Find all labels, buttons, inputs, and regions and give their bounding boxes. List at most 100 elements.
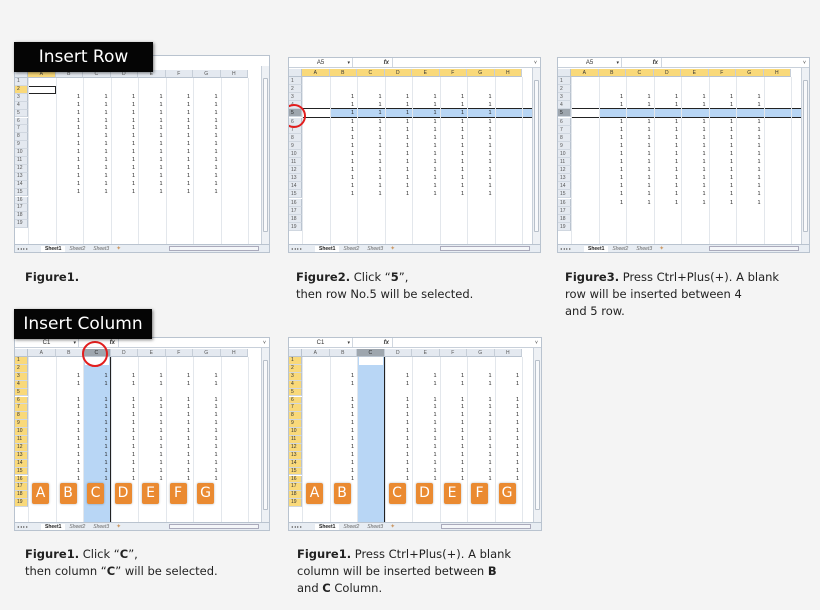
row-header-7[interactable]: 7 xyxy=(558,125,571,134)
tab-sheet2[interactable]: Sheet2 xyxy=(343,245,360,252)
cell[interactable]: 1 xyxy=(350,118,354,125)
cell[interactable]: 1 xyxy=(488,412,492,419)
cell[interactable]: 1 xyxy=(433,443,437,450)
cell[interactable]: 1 xyxy=(647,199,651,206)
cell[interactable]: 1 xyxy=(350,102,354,109)
cell[interactable]: 1 xyxy=(460,167,464,174)
cell[interactable]: 1 xyxy=(131,164,135,171)
cell[interactable]: 1 xyxy=(76,436,80,442)
row-header-14[interactable]: 14 xyxy=(289,459,302,468)
cell[interactable]: 1 xyxy=(76,133,80,140)
column-header-f[interactable]: F xyxy=(165,70,193,78)
cell[interactable]: 1 xyxy=(729,175,733,182)
vertical-scrollbar[interactable] xyxy=(532,68,540,244)
cell[interactable]: 1 xyxy=(186,180,190,187)
fx-icon[interactable]: fx xyxy=(353,58,393,67)
cell[interactable]: 1 xyxy=(460,183,464,190)
cell[interactable]: 1 xyxy=(460,150,464,157)
row-header-7[interactable]: 7 xyxy=(15,125,28,134)
cell[interactable]: 1 xyxy=(757,175,761,182)
cell[interactable]: 1 xyxy=(405,459,409,466)
cell[interactable]: 1 xyxy=(488,451,492,458)
cell[interactable]: 1 xyxy=(186,380,190,387)
cell[interactable]: 1 xyxy=(186,404,190,411)
cell[interactable]: 1 xyxy=(515,436,519,442)
cell[interactable]: 1 xyxy=(186,109,190,116)
cell[interactable]: 1 xyxy=(460,396,464,403)
row-header-14[interactable]: 14 xyxy=(15,180,28,189)
column-header-e[interactable]: E xyxy=(138,70,166,78)
row-header-19[interactable]: 19 xyxy=(289,222,302,231)
cell[interactable]: 1 xyxy=(214,164,218,171)
row-header-18[interactable]: 18 xyxy=(15,491,28,500)
horizontal-scrollbar[interactable] xyxy=(169,524,259,529)
column-header-a[interactable]: A xyxy=(571,69,599,77)
column-header-e[interactable]: E xyxy=(138,349,166,357)
cell[interactable]: 1 xyxy=(131,117,135,124)
cell[interactable]: 1 xyxy=(76,443,80,450)
fx-icon[interactable]: fx xyxy=(79,338,119,347)
row-header-3[interactable]: 3 xyxy=(289,372,302,381)
sheet-nav-arrows-icon[interactable]: ◂◂▸▸ xyxy=(291,246,304,251)
cell[interactable]: 1 xyxy=(433,420,437,427)
column-header-a[interactable]: A xyxy=(302,69,330,77)
row-header-12[interactable]: 12 xyxy=(15,164,28,173)
scrollbar-thumb[interactable] xyxy=(535,360,540,510)
row-header-8[interactable]: 8 xyxy=(558,133,571,142)
column-header-d[interactable]: D xyxy=(384,349,412,357)
cell[interactable]: 1 xyxy=(702,142,706,149)
cell[interactable]: 1 xyxy=(76,93,80,100)
column-header-a[interactable]: A xyxy=(28,349,56,357)
cell[interactable]: 1 xyxy=(214,133,218,140)
cell[interactable]: 1 xyxy=(433,380,437,387)
cell[interactable]: 1 xyxy=(214,172,218,179)
cell[interactable]: 1 xyxy=(214,404,218,411)
expand-formula-icon[interactable]: ˅ xyxy=(803,59,806,66)
cell[interactable]: 1 xyxy=(729,118,733,125)
row-header-13[interactable]: 13 xyxy=(289,174,302,183)
cell[interactable]: 1 xyxy=(378,142,382,149)
cell[interactable]: 1 xyxy=(186,117,190,124)
sheet-nav-arrows-icon[interactable]: ◂◂▸▸ xyxy=(17,246,30,251)
row-header-19[interactable]: 19 xyxy=(558,222,571,231)
cell[interactable]: 1 xyxy=(131,459,135,466)
cell[interactable]: 1 xyxy=(159,133,163,140)
cell[interactable]: 1 xyxy=(405,183,409,190)
cell[interactable]: 1 xyxy=(729,126,733,133)
cell[interactable]: 1 xyxy=(488,126,492,133)
row-header-18[interactable]: 18 xyxy=(558,214,571,223)
row-header-3[interactable]: 3 xyxy=(289,93,302,102)
tab-sheet1[interactable]: Sheet1 xyxy=(41,523,66,530)
cell[interactable]: 1 xyxy=(104,396,108,403)
cell[interactable]: 1 xyxy=(433,94,437,101)
row-header-18[interactable]: 18 xyxy=(289,214,302,223)
cell[interactable]: 1 xyxy=(159,164,163,171)
cell[interactable]: 1 xyxy=(76,372,80,379)
tab-sheet3[interactable]: Sheet3 xyxy=(93,523,110,530)
cell[interactable]: 1 xyxy=(405,451,409,458)
cell[interactable]: 1 xyxy=(647,191,651,198)
row-header-2[interactable]: 2 xyxy=(15,85,28,94)
cell[interactable]: 1 xyxy=(405,467,409,474)
cell[interactable]: 1 xyxy=(674,183,678,190)
row-header-14[interactable]: 14 xyxy=(15,459,28,468)
cell[interactable]: 1 xyxy=(674,134,678,141)
tab-sheet2[interactable]: Sheet2 xyxy=(69,523,86,530)
cell[interactable]: 1 xyxy=(702,175,706,182)
cell[interactable]: 1 xyxy=(619,175,623,182)
cell[interactable]: 1 xyxy=(350,134,354,141)
cell[interactable]: 1 xyxy=(515,451,519,458)
cell[interactable]: 1 xyxy=(159,93,163,100)
cell[interactable]: 1 xyxy=(405,404,409,411)
row-header-3[interactable]: 3 xyxy=(15,93,28,102)
cell[interactable]: 1 xyxy=(214,443,218,450)
row-header-1[interactable]: 1 xyxy=(15,78,28,86)
cell[interactable]: 1 xyxy=(619,142,623,149)
cell[interactable]: 1 xyxy=(76,149,80,156)
cell[interactable]: 1 xyxy=(647,102,651,109)
vertical-scrollbar[interactable] xyxy=(261,66,269,244)
cell[interactable]: 1 xyxy=(674,118,678,125)
cell[interactable]: 1 xyxy=(433,459,437,466)
cell[interactable]: 1 xyxy=(214,93,218,100)
row-header-16[interactable]: 16 xyxy=(558,198,571,207)
